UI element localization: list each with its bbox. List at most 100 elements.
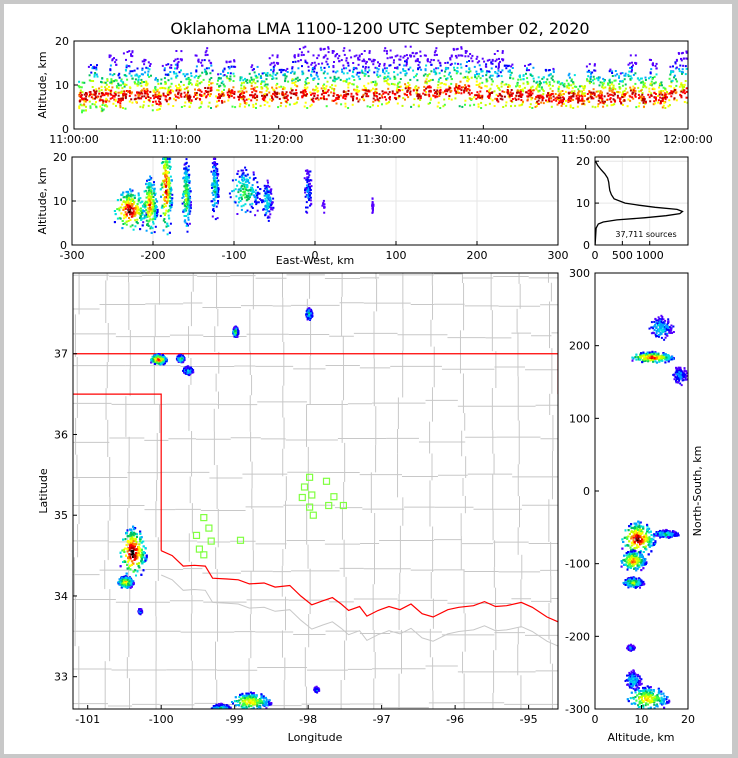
source-point: [361, 96, 363, 99]
source-point: [208, 67, 210, 70]
source-point: [416, 60, 419, 62]
source-point: [475, 94, 478, 97]
source-point: [252, 178, 255, 181]
source-point: [514, 104, 517, 107]
source-point: [368, 51, 371, 54]
source-point: [404, 45, 407, 48]
source-point: [229, 91, 232, 94]
source-point: [339, 94, 342, 97]
source-point: [228, 77, 231, 80]
source-point: [671, 79, 674, 82]
source-point: [264, 213, 267, 216]
source-point: [307, 185, 310, 188]
source-point: [255, 99, 258, 102]
source-point: [446, 67, 449, 70]
source-point: [422, 74, 425, 77]
source-point: [141, 224, 144, 227]
source-point: [144, 59, 147, 61]
source-point: [621, 93, 624, 96]
source-point: [360, 53, 363, 55]
source-point: [590, 97, 593, 100]
source-point: [520, 94, 523, 97]
source-point: [653, 82, 656, 85]
source-point: [654, 81, 657, 84]
source-point: [545, 81, 548, 84]
source-point: [673, 87, 676, 90]
source-point: [374, 99, 377, 102]
source-point: [151, 104, 154, 107]
source-point: [370, 89, 373, 92]
source-point: [675, 99, 678, 102]
source-point: [430, 63, 433, 66]
source-point: [409, 54, 411, 57]
source-point: [497, 86, 500, 89]
source-point: [198, 98, 201, 100]
source-point: [184, 172, 187, 175]
source-point: [246, 81, 249, 84]
source-point: [302, 89, 305, 92]
source-point: [88, 74, 91, 77]
source-point: [164, 214, 166, 216]
source-point: [119, 198, 122, 201]
source-point: [409, 87, 412, 89]
source-point: [126, 214, 128, 217]
source-point: [305, 82, 308, 85]
time-height-tick-label: 11:00:00: [49, 133, 98, 146]
source-point: [478, 72, 481, 75]
source-point: [106, 87, 109, 90]
source-point: [161, 204, 164, 207]
source-point: [550, 100, 553, 103]
source-point: [227, 66, 230, 68]
source-point: [154, 202, 156, 205]
source-point: [157, 108, 160, 111]
source-point: [307, 65, 310, 68]
source-point: [618, 75, 621, 78]
source-point: [217, 195, 220, 198]
source-point: [143, 60, 146, 63]
source-point: [139, 228, 142, 231]
source-point: [398, 63, 401, 66]
source-point: [308, 194, 311, 197]
source-point: [126, 201, 129, 204]
source-point: [272, 69, 275, 72]
source-point: [81, 98, 84, 101]
source-point: [313, 65, 316, 68]
source-point: [483, 60, 486, 63]
source-point: [200, 102, 203, 105]
source-point: [128, 217, 130, 219]
source-point: [244, 102, 247, 105]
source-point: [151, 193, 153, 196]
source-point: [200, 101, 203, 104]
source-point: [572, 82, 575, 85]
source-point: [429, 101, 431, 104]
source-point: [125, 223, 128, 226]
figure-frame: Oklahoma LMA 1100-1200 UTC September 02,…: [4, 4, 732, 754]
source-point: [481, 57, 484, 60]
source-point: [199, 74, 202, 77]
source-point: [460, 46, 463, 49]
source-point: [263, 72, 266, 74]
source-point: [184, 167, 187, 170]
source-point: [436, 90, 439, 93]
source-point: [266, 179, 269, 182]
source-point: [248, 72, 251, 75]
source-point: [581, 92, 584, 95]
source-point: [686, 57, 689, 60]
source-point: [95, 96, 97, 99]
source-point: [159, 214, 162, 217]
source-point: [112, 94, 115, 97]
source-point: [680, 82, 683, 85]
source-point: [266, 189, 269, 192]
source-point: [677, 52, 680, 54]
source-point: [641, 93, 644, 96]
source-point: [309, 196, 312, 199]
source-point: [375, 94, 378, 97]
source-point: [104, 89, 107, 92]
source-point: [113, 210, 116, 212]
source-point: [425, 93, 428, 96]
source-point: [593, 78, 596, 81]
source-point: [135, 221, 138, 223]
source-point: [204, 87, 207, 89]
source-point: [149, 192, 152, 195]
source-point: [168, 157, 171, 160]
